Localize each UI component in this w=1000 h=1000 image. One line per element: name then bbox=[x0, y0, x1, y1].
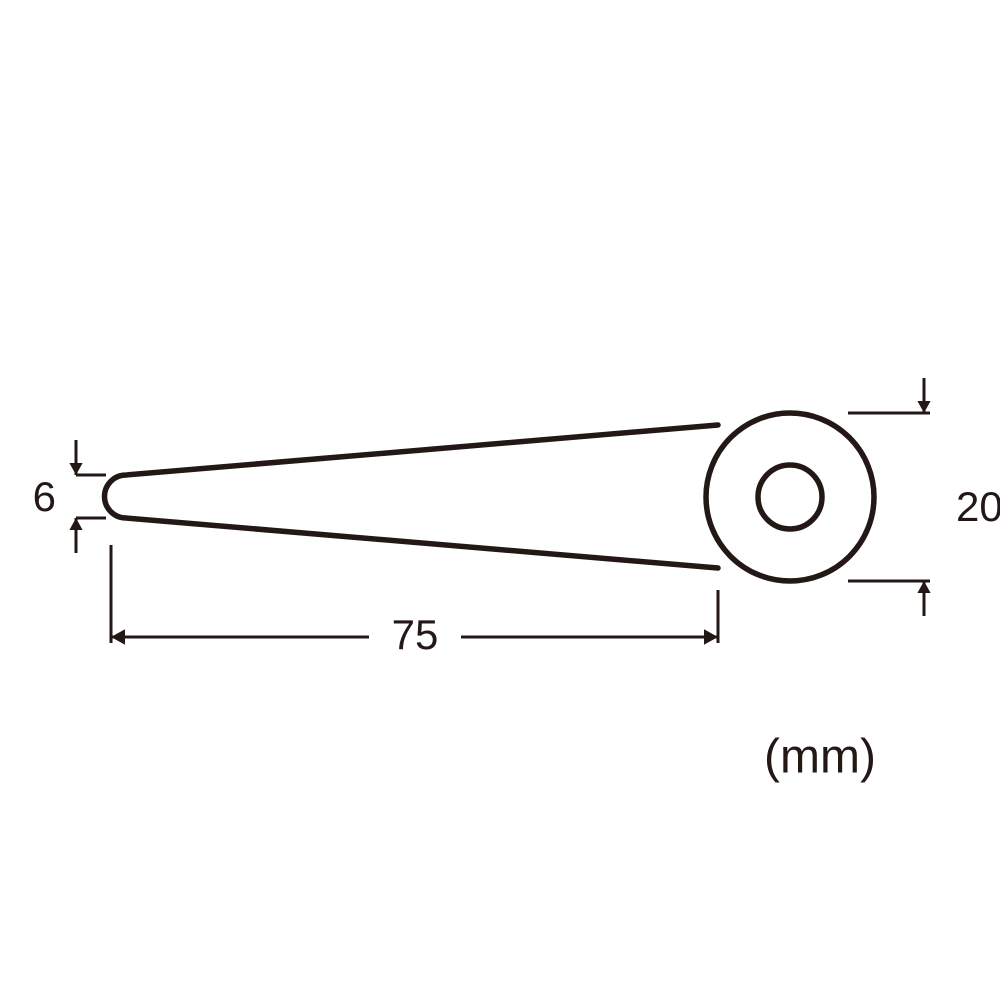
unit-label: (mm) bbox=[764, 731, 876, 784]
dimension-value: 20 bbox=[956, 483, 1000, 530]
part-big-circle bbox=[706, 413, 874, 581]
dimension-value: 75 bbox=[392, 611, 439, 658]
dimension-value: 6 bbox=[33, 473, 56, 520]
